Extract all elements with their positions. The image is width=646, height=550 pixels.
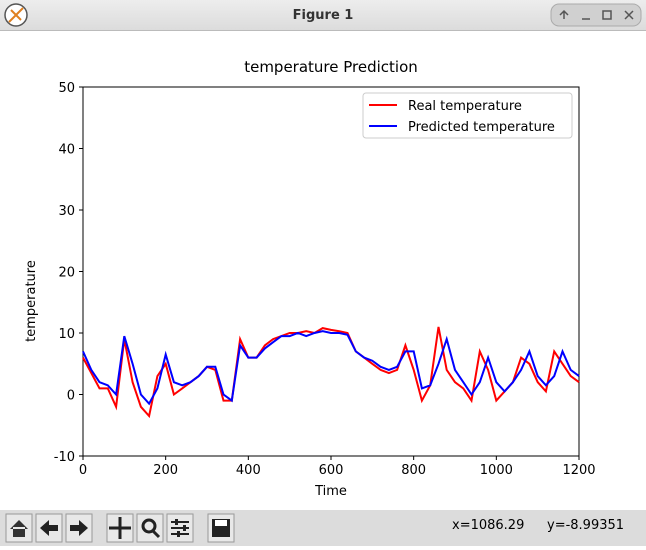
toolbar-buttons	[5, 513, 235, 543]
series-line	[82, 326, 580, 419]
y-tick-label: 20	[58, 266, 75, 281]
legend-label: Predicted temperature	[408, 120, 555, 135]
home-button[interactable]	[5, 513, 33, 543]
window-controls[interactable]	[550, 3, 642, 27]
y-tick-label: 30	[58, 204, 75, 219]
legend: Real temperature Predicted temperature	[362, 92, 573, 139]
figure-canvas: temperature Prediction Time temperature …	[24, 58, 596, 499]
x-tick-label: 400	[236, 463, 261, 478]
app-icon	[4, 3, 28, 27]
y-tick-label: 50	[58, 81, 75, 96]
pan-button[interactable]	[106, 513, 134, 543]
window-title: Figure 1	[292, 8, 354, 23]
x-tick-label: 1200	[562, 463, 595, 478]
y-tick-label: -10	[54, 450, 75, 465]
x-axis-label: Time	[314, 484, 347, 499]
forward-button[interactable]	[65, 513, 93, 543]
configure-button[interactable]	[166, 513, 194, 543]
chart-title: temperature Prediction	[244, 58, 418, 76]
y-tick-label: 0	[67, 389, 75, 404]
x-tick-label: 0	[79, 463, 87, 478]
toolbar	[0, 510, 646, 546]
plot-area	[82, 86, 580, 457]
y-tick-label: 40	[58, 143, 75, 158]
y-axis-label: temperature	[24, 260, 39, 342]
x-tick-label: 800	[401, 463, 426, 478]
cursor-y: y=-8.99351	[547, 518, 625, 533]
legend-box	[362, 92, 573, 139]
back-button[interactable]	[35, 513, 63, 543]
cursor-x: x=1086.29	[452, 518, 525, 533]
save-button[interactable]	[207, 513, 235, 543]
legend-label: Real temperature	[408, 99, 522, 114]
x-tick-label: 600	[319, 463, 344, 478]
y-tick-label: 10	[58, 327, 75, 342]
title-bar: Figure 1	[0, 0, 646, 31]
zoom-button[interactable]	[136, 513, 164, 543]
x-tick-label: 1000	[480, 463, 513, 478]
x-tick-label: 200	[153, 463, 178, 478]
series-line	[82, 330, 580, 406]
